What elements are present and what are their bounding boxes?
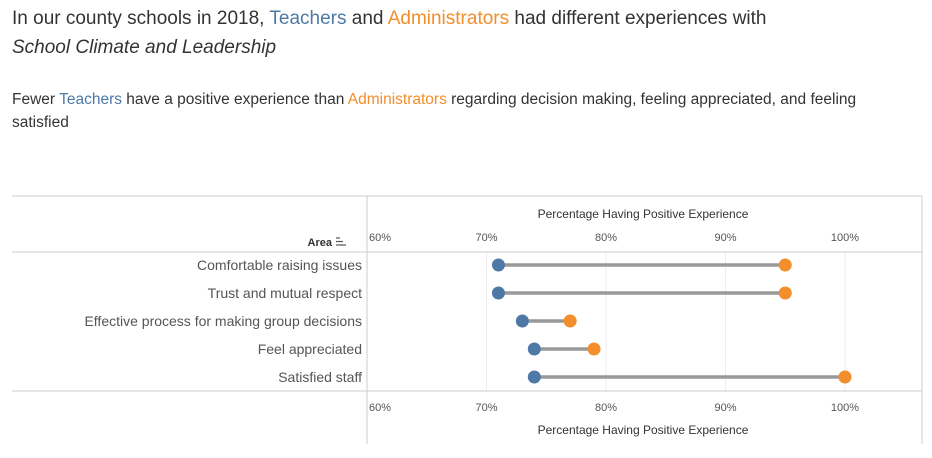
subtitle-text-3: regarding decision making, feeling appre… bbox=[12, 91, 857, 131]
administrators-point bbox=[563, 314, 577, 328]
gridlines bbox=[366, 252, 846, 391]
row-label: Effective process for making group decis… bbox=[84, 313, 362, 329]
subtitle-text-1: Fewer bbox=[12, 91, 60, 108]
administrators-point bbox=[838, 370, 852, 384]
title-teachers: Teachers bbox=[269, 8, 347, 29]
row-label: Comfortable raising issues bbox=[197, 257, 362, 273]
x-tick-label-top: 60% bbox=[369, 232, 391, 244]
title-and: and bbox=[346, 8, 388, 29]
x-axis-title-bottom: Percentage Having Positive Experience bbox=[538, 423, 749, 437]
x-tick-label-bottom: 60% bbox=[369, 402, 391, 414]
row-label: Feel appreciated bbox=[258, 341, 362, 357]
administrators-point bbox=[778, 258, 792, 272]
teachers-point bbox=[515, 314, 529, 328]
teachers-point bbox=[527, 370, 541, 384]
x-axis-title-top: Percentage Having Positive Experience bbox=[538, 207, 749, 221]
x-tick-label-bottom: 70% bbox=[475, 402, 497, 414]
title-topic: School Climate and Leadership bbox=[12, 37, 277, 58]
x-tick-label-top: 90% bbox=[714, 232, 736, 244]
chart-rules bbox=[12, 195, 923, 444]
row-label: Trust and mutual respect bbox=[208, 285, 362, 301]
title-text-1: In our county schools in 2018, bbox=[12, 8, 270, 29]
title-text-2: had different experiences with bbox=[509, 8, 767, 29]
chart-subtitle: Fewer Teachers have a positive experienc… bbox=[12, 88, 912, 134]
teachers-point bbox=[527, 342, 541, 356]
row-header-area[interactable]: Area bbox=[308, 237, 333, 249]
subtitle-teachers: Teachers bbox=[59, 91, 122, 108]
teachers-point bbox=[491, 258, 505, 272]
x-tick-label-bottom: 90% bbox=[714, 402, 736, 414]
x-tick-label-top: 80% bbox=[595, 232, 617, 244]
sort-descending-icon[interactable] bbox=[336, 237, 346, 246]
x-tick-label-bottom: 80% bbox=[595, 402, 617, 414]
subtitle-text-2: have a positive experience than bbox=[122, 91, 348, 108]
row-label: Satisfied staff bbox=[278, 369, 362, 385]
teachers-point bbox=[491, 286, 505, 300]
title-administrators: Administrators bbox=[387, 8, 510, 29]
chart-title: In our county schools in 2018, Teachers … bbox=[12, 4, 912, 62]
row-labels: Comfortable raising issues Trust and mutu… bbox=[84, 257, 362, 385]
administrators-point bbox=[587, 342, 601, 356]
administrators-point bbox=[778, 286, 792, 300]
x-ticks-bottom: 60% 70% 80% 90% 100% bbox=[369, 402, 859, 414]
x-tick-label-top: 70% bbox=[475, 232, 497, 244]
x-tick-label-bottom: 100% bbox=[831, 402, 859, 414]
x-tick-label-top: 100% bbox=[831, 232, 859, 244]
subtitle-administrators: Administrators bbox=[347, 91, 447, 108]
x-ticks-top: 60% 70% 80% 90% 100% bbox=[369, 232, 859, 244]
dumbbell-marks bbox=[491, 258, 852, 384]
